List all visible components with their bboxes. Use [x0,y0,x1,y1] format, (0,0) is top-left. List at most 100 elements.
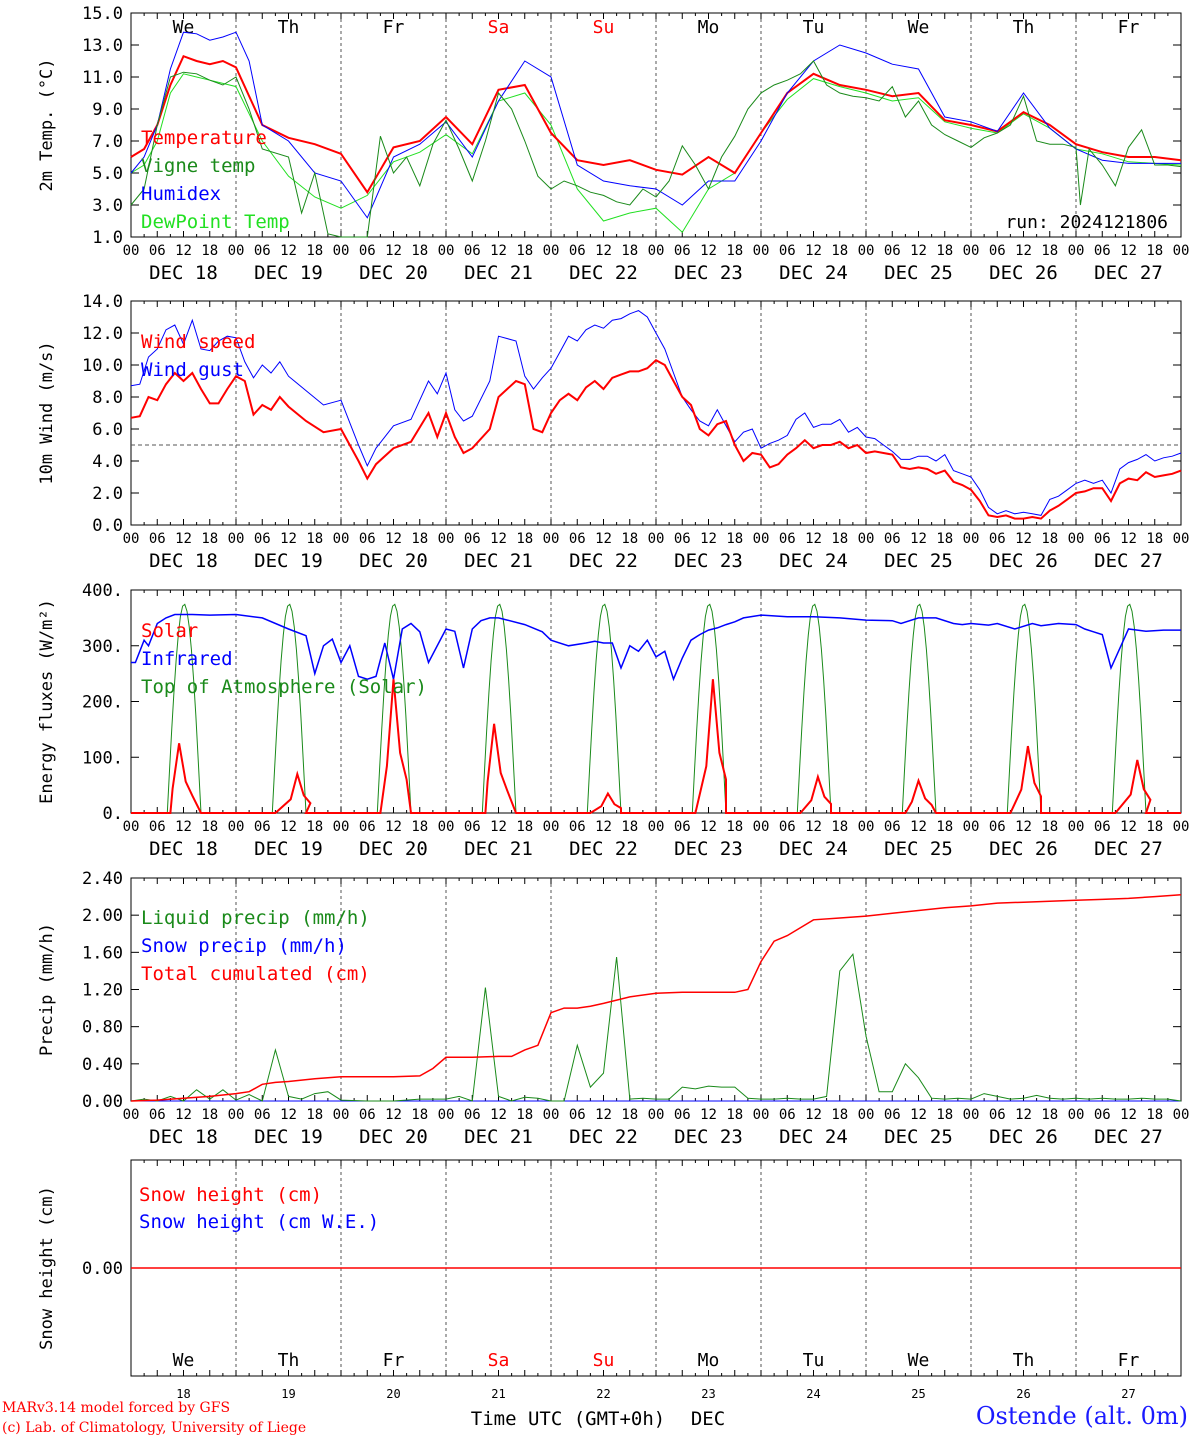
wind-hour-tick-label: 00 [228,531,245,547]
snow-weekday-label: We [908,1350,930,1371]
temperature-y-tick-label: 9.0 [92,100,123,120]
temperature-hour-tick-label: 00 [438,243,455,259]
temperature-hour-tick-label: 18 [411,243,428,259]
wind-hour-tick-label: 06 [464,531,481,547]
temperature-hour-tick-label: 06 [254,243,271,259]
snow-weekday-label: Tu [803,1350,825,1371]
temperature-weekday-label: We [908,17,930,38]
wind-y-tick-label: 4.0 [92,452,123,472]
wind-y-tick-label: 10.0 [82,356,123,376]
temperature-date-label: DEC 27 [1094,262,1163,284]
precip-hour-tick-label: 06 [359,1107,376,1123]
temperature-legend-entry: Vigne temp [141,155,255,177]
wind-hour-tick-label: 18 [1146,531,1163,547]
energy-hour-tick-label: 06 [884,819,901,835]
temperature-weekday-label: Tu [803,17,825,38]
snow-day-number: 20 [386,1387,400,1401]
precip-hour-tick-label: 18 [936,1107,953,1123]
energy-hour-tick-label: 12 [910,819,927,835]
temperature-hour-tick-label: 06 [884,243,901,259]
precip-hour-tick-label: 12 [910,1107,927,1123]
temperature-weekday-label: Th [1013,17,1035,38]
temperature-hour-tick-label: 06 [149,243,166,259]
precip-series-line [130,952,1182,1102]
wind-hour-tick-label: 06 [1094,531,1111,547]
energy-hour-tick-label: 06 [989,819,1006,835]
temperature-date-label: DEC 24 [779,262,848,284]
wind-hour-tick-label: 18 [621,531,638,547]
energy-date-label: DEC 27 [1094,838,1163,860]
wind-hour-tick-label: 00 [123,531,140,547]
energy-hour-tick-label: 00 [333,819,350,835]
temperature-y-tick-label: 5.0 [92,164,123,184]
precip-hour-tick-label: 06 [884,1107,901,1123]
snow-weekday-label: Th [1013,1350,1035,1371]
temperature-hour-tick-label: 18 [936,243,953,259]
temperature-weekday-label: We [173,17,195,38]
energy-solar-line [131,679,1181,814]
precip-series-line [130,893,1182,1102]
wind-hour-tick-label: 00 [543,531,560,547]
snow-day-number: 24 [806,1387,820,1401]
energy-y-tick-label: 200. [82,693,123,713]
energy-hour-tick-label: 12 [175,819,192,835]
energy-hour-tick-label: 18 [306,819,323,835]
temperature-hour-tick-label: 12 [280,243,297,259]
precip-legend-entry: Snow precip (mm/h) [141,935,347,957]
temperature-series-line [130,31,1181,219]
precip-y-tick-label: 2.40 [82,869,123,889]
energy-hour-tick-label: 00 [1068,819,1085,835]
temperature-series-line [130,54,1182,195]
energy-hour-tick-label: 12 [1120,819,1137,835]
energy-hour-tick-label: 18 [201,819,218,835]
temperature-hour-tick-label: 00 [123,243,140,259]
temperature-series-line [130,60,1182,238]
precip-hour-tick-label: 18 [516,1107,533,1123]
temperature-hour-tick-label: 12 [910,243,927,259]
precip-hour-tick-label: 00 [1068,1107,1085,1123]
temperature-date-label: DEC 25 [884,262,953,284]
temperature-hour-tick-label: 00 [1068,243,1085,259]
snow-day-number: 23 [701,1387,715,1401]
energy-date-label: DEC 25 [884,838,953,860]
energy-hour-tick-label: 06 [779,819,796,835]
precip-hour-tick-label: 00 [858,1107,875,1123]
precip-hour-tick-label: 18 [306,1107,323,1123]
precip-hour-tick-label: 00 [963,1107,980,1123]
temperature-hour-tick-label: 00 [648,243,665,259]
energy-y-tick-label: 400. [82,581,123,601]
precip-y-tick-label: 2.00 [82,906,123,926]
energy-hour-tick-label: 18 [1146,819,1163,835]
wind-hour-tick-label: 18 [306,531,323,547]
snow-weekday-label: Fr [383,1350,405,1371]
wind-hour-tick-label: 12 [280,531,297,547]
precip-date-label: DEC 22 [569,1126,638,1148]
snow-legend-entry: Snow height (cm) [139,1184,322,1206]
wind-date-label: DEC 18 [149,550,218,572]
wind-hour-tick-label: 00 [648,531,665,547]
energy-y-tick-label: 100. [82,748,123,768]
temperature-hour-tick-label: 06 [989,243,1006,259]
temperature-hour-tick-label: 18 [201,243,218,259]
wind-hour-tick-label: 06 [254,531,271,547]
precip-date-label: DEC 21 [464,1126,533,1148]
wind-hour-tick-label: 12 [1015,531,1032,547]
precip-date-label: DEC 20 [359,1126,428,1148]
wind-date-label: DEC 20 [359,550,428,572]
wind-series-line [130,310,1182,516]
precip-date-label: DEC 23 [674,1126,743,1148]
snow-day-number: 26 [1016,1387,1030,1401]
wind-y-tick-label: 2.0 [92,484,123,504]
wind-date-label: DEC 24 [779,550,848,572]
temperature-hour-tick-label: 12 [805,243,822,259]
precip-date-label: DEC 19 [254,1126,323,1148]
precip-y-tick-label: 0.80 [82,1018,123,1038]
temperature-y-tick-label: 11.0 [82,68,123,88]
energy-hour-tick-label: 18 [1041,819,1058,835]
precip-hour-tick-label: 06 [569,1107,586,1123]
energy-hour-tick-label: 00 [753,819,770,835]
precip-hour-tick-label: 00 [228,1107,245,1123]
temperature-date-label: DEC 21 [464,262,533,284]
precip-hour-tick-label: 00 [333,1107,350,1123]
